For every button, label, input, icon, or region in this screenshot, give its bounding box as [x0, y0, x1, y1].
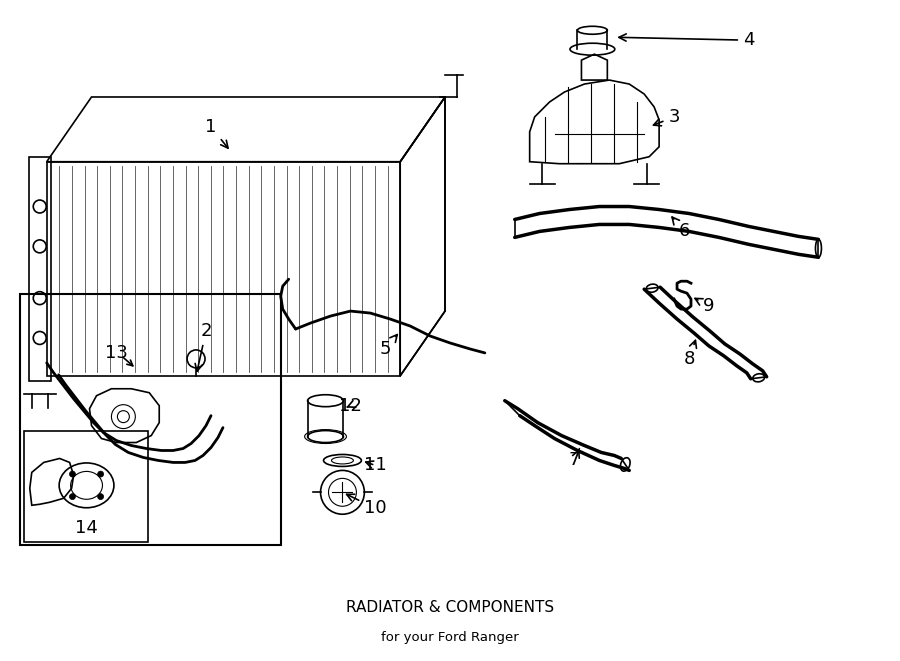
Text: 13: 13	[105, 344, 128, 362]
Text: 12: 12	[339, 397, 362, 414]
Text: 2: 2	[195, 322, 212, 371]
Text: 9: 9	[695, 297, 715, 315]
Text: 11: 11	[364, 457, 387, 475]
Bar	[23, 430, 148, 542]
Text: 10: 10	[346, 494, 387, 518]
Text: RADIATOR & COMPONENTS: RADIATOR & COMPONENTS	[346, 600, 554, 615]
Text: 6: 6	[672, 217, 689, 241]
Text: 3: 3	[653, 108, 680, 126]
Ellipse shape	[331, 457, 354, 464]
Text: 5: 5	[380, 334, 397, 358]
Text: 1: 1	[205, 118, 228, 148]
Ellipse shape	[578, 26, 608, 34]
Ellipse shape	[323, 455, 362, 467]
Text: 8: 8	[683, 340, 697, 368]
Circle shape	[97, 494, 104, 500]
Text: 14: 14	[75, 519, 98, 537]
Bar	[20, 294, 281, 545]
Circle shape	[69, 471, 76, 477]
Text: 7: 7	[569, 449, 580, 469]
Ellipse shape	[308, 395, 344, 407]
Circle shape	[97, 471, 104, 477]
Text: 4: 4	[619, 31, 754, 49]
Text: for your Ford Ranger: for your Ford Ranger	[381, 631, 519, 644]
Circle shape	[69, 494, 76, 500]
